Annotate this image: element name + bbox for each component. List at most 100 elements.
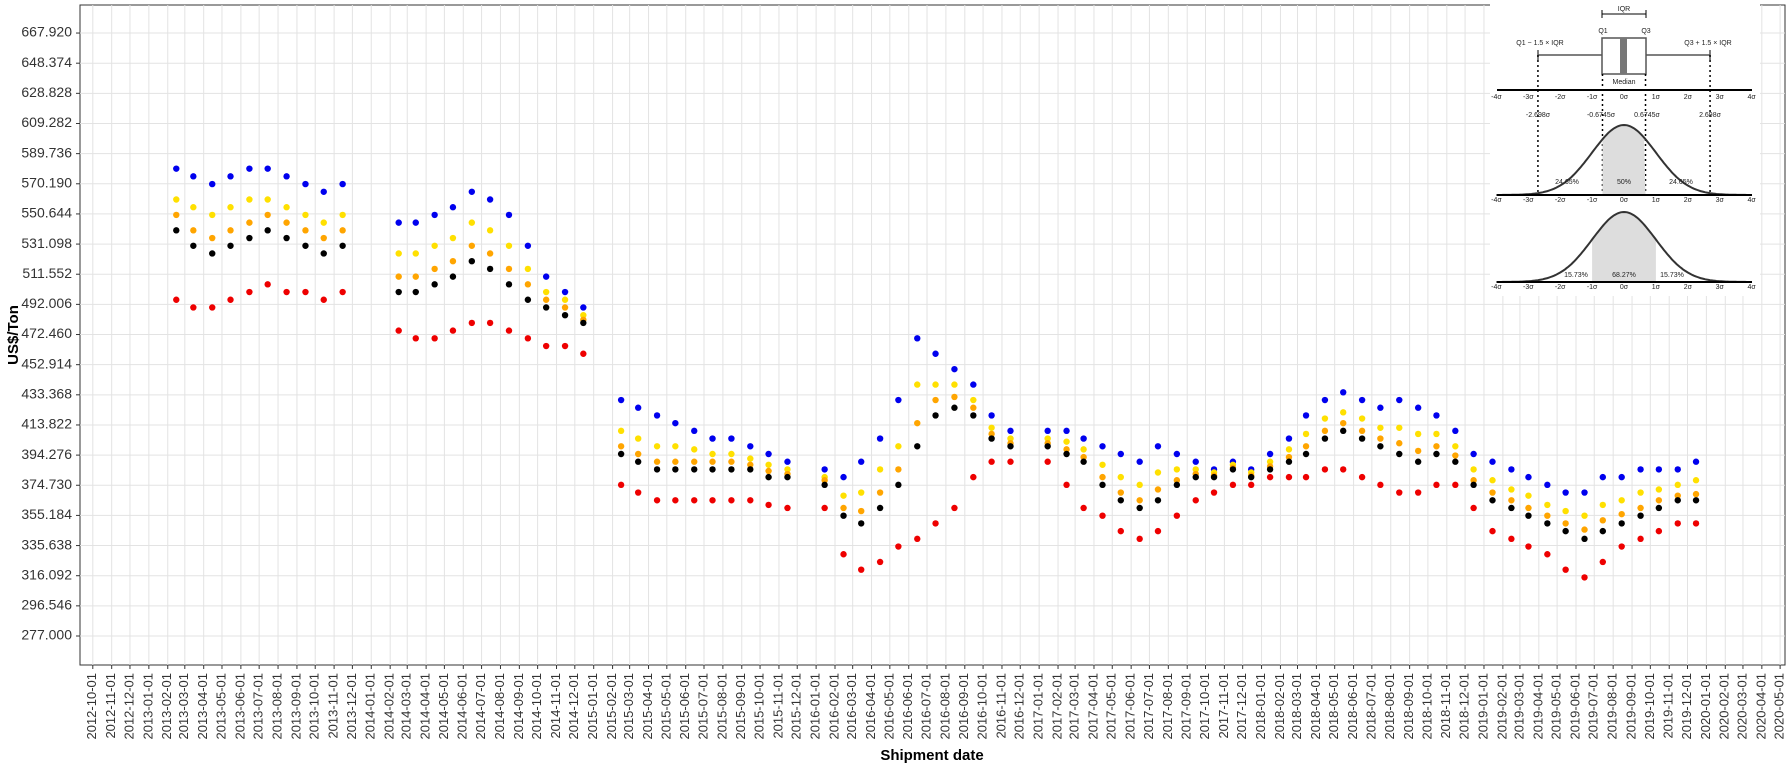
point	[1562, 520, 1569, 527]
point	[1692, 458, 1700, 465]
point	[561, 342, 569, 350]
point	[617, 427, 625, 435]
point	[1637, 504, 1644, 512]
x-tick-label: 2013-11-01	[326, 673, 341, 739]
x-tick-label: 2013-09-01	[288, 673, 303, 740]
point	[1266, 450, 1274, 458]
point	[672, 466, 679, 473]
x-tick-label: 2017-04-01	[1085, 673, 1100, 740]
point	[858, 458, 865, 465]
point	[970, 473, 977, 481]
points	[173, 165, 1700, 581]
point	[561, 288, 569, 296]
point	[395, 273, 402, 280]
point	[524, 242, 532, 249]
point	[728, 458, 735, 465]
point	[1470, 450, 1477, 458]
x-tick-label: 2013-10-01	[307, 673, 322, 740]
point	[1154, 527, 1162, 535]
x-tick-label: 2016-07-01	[918, 673, 933, 740]
point	[1655, 504, 1663, 512]
point	[1136, 504, 1143, 512]
point	[932, 412, 939, 419]
upper-fence-label: Q3 + 1.5 × IQR	[1684, 40, 1731, 47]
point	[1599, 501, 1607, 509]
point	[1210, 473, 1218, 481]
x-tick-label: 2019-01-01	[1475, 673, 1490, 740]
point	[1581, 535, 1588, 543]
sigma-label: -4σ	[1491, 197, 1502, 204]
point	[747, 455, 754, 462]
point	[1302, 450, 1310, 458]
x-tick-label: 2018-01-01	[1253, 673, 1268, 740]
point	[1340, 427, 1347, 435]
y-tick-label: 531.098	[21, 235, 72, 251]
point	[1562, 507, 1569, 515]
point	[505, 327, 513, 334]
x-tick-label: 2016-11-01	[993, 673, 1008, 739]
x-tick-label: 2015-12-01	[789, 673, 804, 740]
x-tick-label: 2014-04-01	[418, 673, 433, 740]
sigma-label: 2σ	[1684, 284, 1693, 291]
point	[209, 250, 216, 257]
x-tick-label: 2018-03-01	[1289, 673, 1304, 740]
point	[1321, 415, 1329, 422]
point	[209, 180, 216, 188]
point	[1247, 473, 1255, 481]
point	[895, 466, 902, 473]
sigma-label: 4σ	[1747, 284, 1756, 291]
x-tick-label: 2016-04-01	[863, 673, 878, 740]
quantile-label: -2.698σ	[1526, 112, 1551, 119]
point	[1562, 489, 1569, 496]
point	[320, 250, 327, 257]
point	[1080, 446, 1087, 453]
point	[691, 497, 698, 504]
point	[468, 257, 476, 265]
point	[1508, 497, 1515, 504]
sigma-label: -2σ	[1555, 284, 1566, 291]
point	[1266, 458, 1274, 465]
point	[1525, 512, 1532, 519]
point	[1266, 466, 1274, 473]
x-tick-label: 2020-01-01	[1698, 673, 1713, 740]
point	[653, 443, 661, 450]
x-tick-label: 2014-11-01	[548, 673, 563, 739]
point	[1173, 512, 1181, 519]
sigma-label: -1σ	[1587, 197, 1598, 204]
sigma-label: 3σ	[1716, 284, 1725, 291]
point	[840, 512, 847, 519]
point	[264, 196, 271, 203]
point	[951, 365, 958, 373]
x-tick-label: 2013-04-01	[195, 673, 210, 740]
point	[653, 412, 661, 419]
y-tick-label: 570.190	[21, 174, 72, 190]
point	[1117, 450, 1124, 458]
point	[1599, 527, 1607, 535]
point	[486, 265, 494, 273]
x-tick-label: 2016-10-01	[975, 673, 990, 740]
normal-curve	[1496, 210, 1752, 283]
point	[1470, 481, 1477, 489]
point	[988, 458, 995, 465]
point	[617, 396, 625, 404]
point	[988, 430, 995, 438]
point	[395, 250, 402, 257]
x-tick-label: 2020-02-01	[1717, 673, 1732, 740]
point	[858, 566, 865, 573]
point	[821, 481, 828, 489]
point	[747, 497, 754, 504]
point	[1599, 473, 1607, 481]
sigma-label: -3σ	[1523, 197, 1534, 204]
point	[1618, 543, 1625, 550]
point	[339, 180, 346, 188]
y-tick-label: 628.828	[21, 84, 72, 100]
point	[1692, 490, 1700, 498]
x-tick-label: 2015-03-01	[621, 673, 636, 740]
x-tick-label: 2016-02-01	[826, 673, 841, 740]
point	[914, 419, 921, 427]
x-tick-label: 2016-05-01	[881, 673, 896, 740]
point	[1302, 412, 1310, 419]
point	[1544, 520, 1551, 527]
point	[1136, 535, 1143, 543]
point	[486, 227, 494, 234]
